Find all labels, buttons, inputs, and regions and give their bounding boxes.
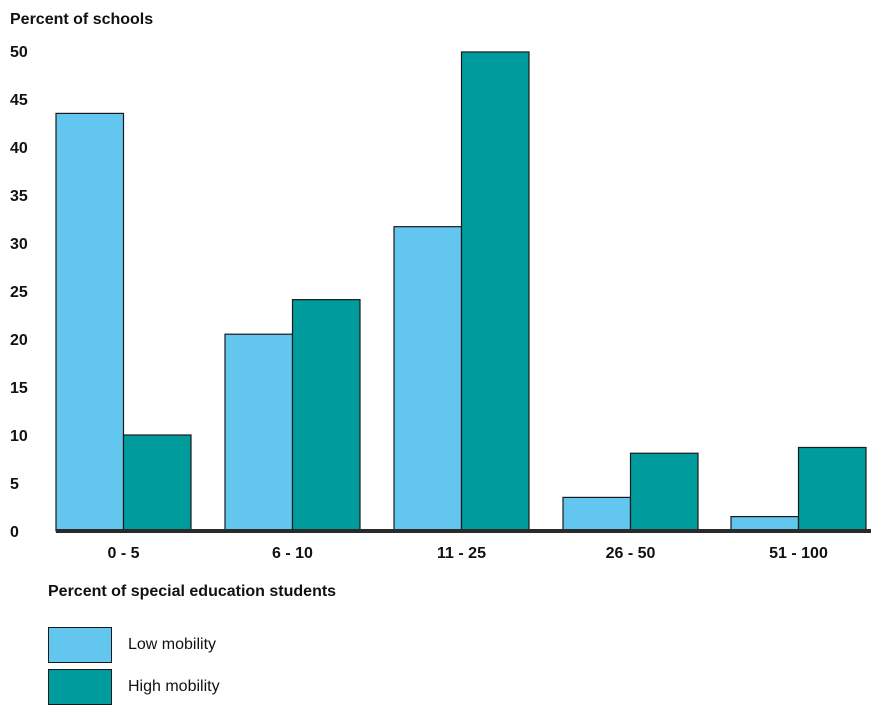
legend-label-high-mobility: High mobility: [128, 678, 220, 695]
x-tick-label: 51 - 100: [769, 545, 828, 562]
y-axis-ticks: 0 5 10 15 20 25 30 35 40 45 50: [10, 44, 28, 541]
bar-high-mobility: [122, 434, 192, 532]
legend: Low mobility High mobility: [48, 627, 220, 711]
y-tick-label: 35: [10, 188, 28, 205]
y-tick-label: 15: [10, 380, 28, 397]
y-tick-label: 10: [10, 428, 28, 445]
bar-high-mobility: [629, 452, 699, 532]
bar-high-mobility: [460, 51, 530, 532]
y-tick-label: 40: [10, 140, 28, 157]
y-axis-title: Percent of schools: [10, 11, 153, 28]
bar-low-mobility: [730, 515, 800, 532]
x-tick-label: 6 - 10: [272, 545, 313, 562]
y-tick-label: 0: [10, 524, 19, 541]
x-axis-ticks: 0 - 5 6 - 10 11 - 25 26 - 50 51 - 100: [107, 545, 827, 562]
y-tick-label: 50: [10, 44, 28, 61]
legend-swatch-low-mobility: [48, 627, 112, 663]
x-tick-label: 11 - 25: [437, 545, 486, 562]
bars: [55, 51, 867, 532]
bar-high-mobility: [797, 446, 867, 532]
legend-swatch-high-mobility: [48, 669, 112, 705]
y-tick-label: 25: [10, 284, 28, 301]
y-tick-label: 5: [10, 476, 19, 493]
bar-low-mobility: [562, 496, 632, 532]
x-tick-label: 0 - 5: [107, 545, 139, 562]
x-tick-label: 26 - 50: [606, 545, 656, 562]
bar-chart: Percent of schools 05101520253035404550 …: [10, 11, 871, 600]
legend-item-high-mobility: High mobility: [48, 669, 220, 705]
legend-item-low-mobility: Low mobility: [48, 627, 220, 663]
y-tick-label: 30: [10, 236, 28, 253]
bar-low-mobility: [393, 226, 463, 532]
bar-low-mobility: [55, 112, 125, 532]
bar-high-mobility: [291, 299, 361, 532]
legend-label-low-mobility: Low mobility: [128, 636, 217, 653]
bar-low-mobility: [224, 333, 294, 532]
x-axis-title: Percent of special education students: [48, 583, 336, 600]
y-tick-label: 45: [10, 92, 28, 109]
y-tick-label: 20: [10, 332, 28, 349]
